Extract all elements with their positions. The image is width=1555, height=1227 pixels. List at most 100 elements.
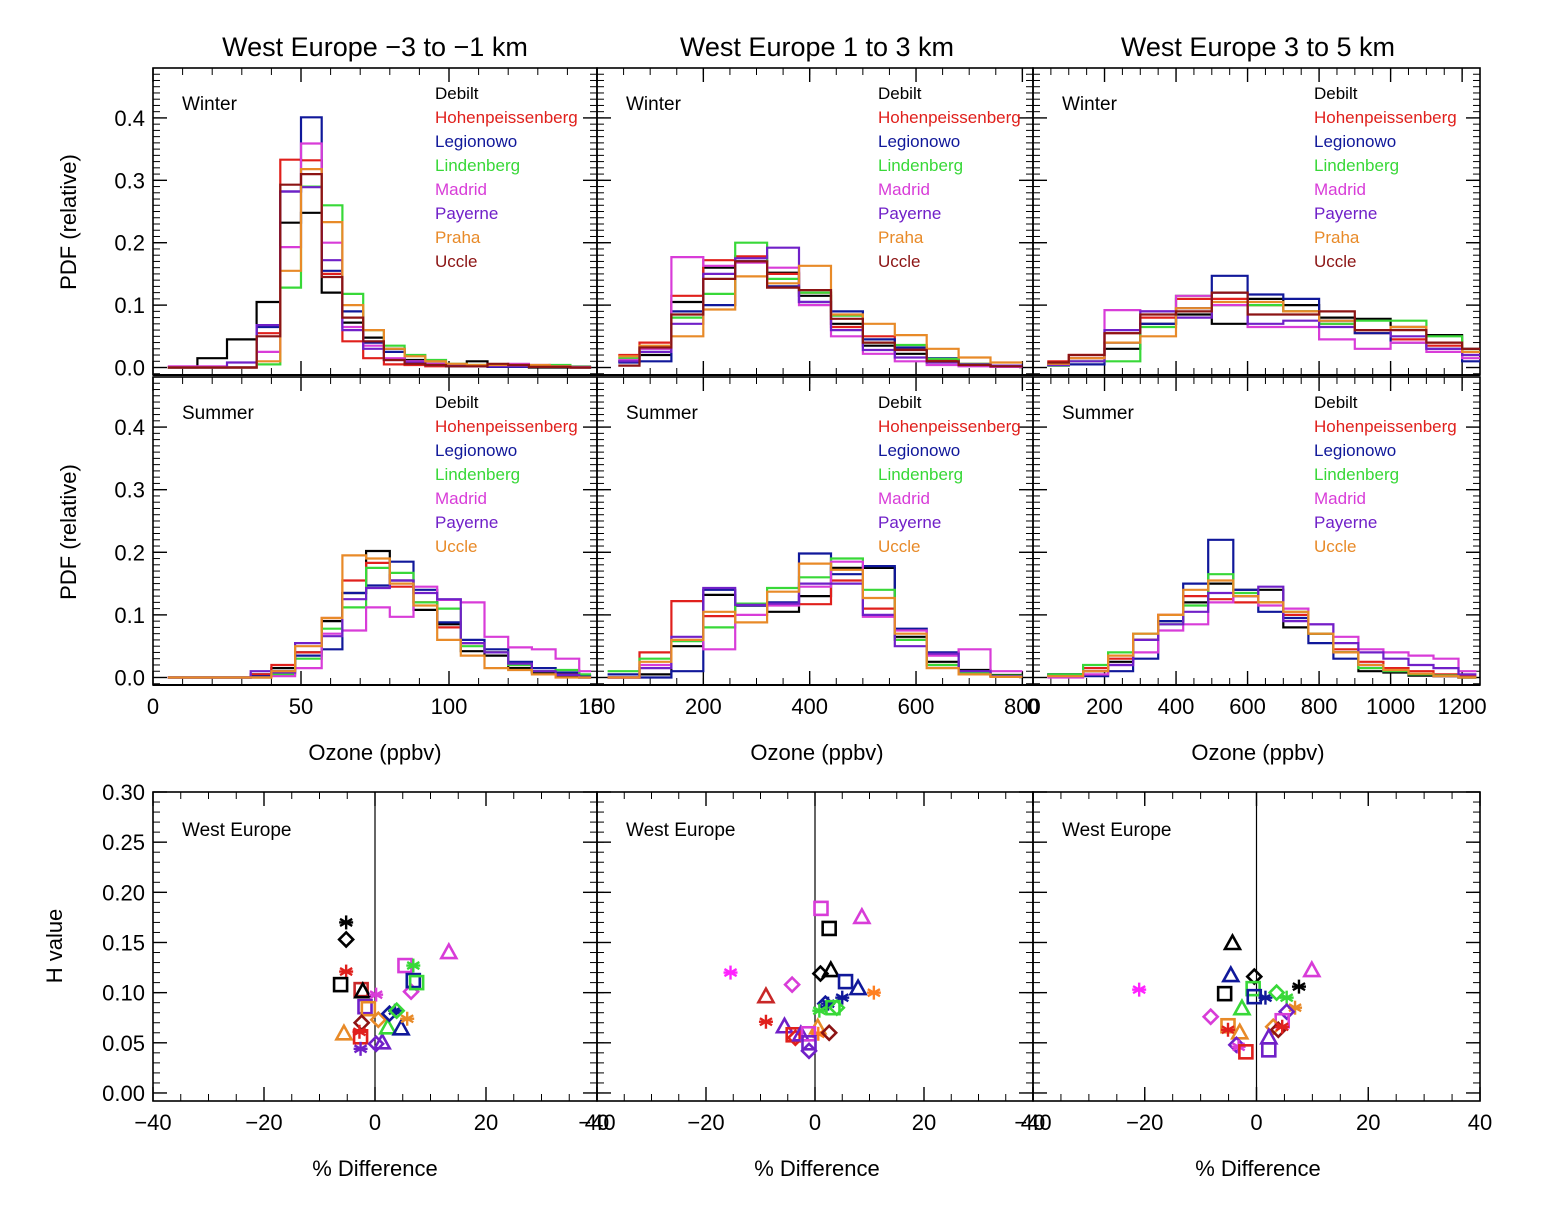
season-label: Winter [182, 94, 238, 115]
xtick-label: 0 [369, 1110, 381, 1135]
xtick-label: 800 [1301, 694, 1338, 719]
legend-entry: Legionowo [878, 132, 960, 151]
legend-entry: Lindenberg [878, 465, 963, 484]
legend-entry: Hohenpeissenberg [1314, 417, 1457, 436]
marker-triangle [439, 941, 459, 960]
marker-square [821, 920, 837, 937]
panel-scatter-col1: 0.00 0.05 0.10 0.15 0.20 0.25 0.30 −40 −20 0 20 40 W… [102, 780, 609, 1135]
legend-entry: Uccle [1314, 252, 1357, 271]
xtick-label: −20 [245, 1110, 282, 1135]
marker-asterisk [866, 985, 881, 1000]
xtick-label: 100 [431, 694, 468, 719]
legend-entry: Uccle [435, 537, 478, 556]
marker-square [408, 974, 425, 991]
legend-entry: Uccle [435, 252, 478, 271]
histogram-debilt [1047, 582, 1477, 679]
histogram-madrid [167, 142, 592, 369]
marker-diamond [783, 975, 801, 994]
ytick-label: 0.1 [114, 603, 145, 628]
histogram-debilt [167, 549, 592, 679]
xtick-label: 0 [809, 1110, 821, 1135]
xtick-label: 400 [791, 694, 828, 719]
xtick-label: 200 [1086, 694, 1123, 719]
marker-diamond [352, 1013, 371, 1032]
marker-triangle [821, 959, 841, 978]
marker-square [1216, 985, 1233, 1002]
column-title-1: West Europe −3 to −1 km [222, 32, 528, 62]
marker-diamond [1201, 1007, 1220, 1026]
histogram-hohenpeissenberg [167, 561, 592, 679]
histogram-payerne [618, 246, 1023, 367]
marker-diamond [1277, 1002, 1296, 1021]
pdf-xlabel-2: Ozone (ppbv) [750, 740, 883, 765]
legend-entry: Payerne [1314, 513, 1377, 532]
marker-triangle [334, 1023, 354, 1041]
ytick-label: 0.05 [102, 1031, 145, 1056]
marker-triangle [1232, 998, 1252, 1016]
legend-entry: Payerne [1314, 204, 1377, 223]
histogram-uccle [1047, 291, 1480, 364]
xtick-label: 0 [147, 694, 159, 719]
marker-square [801, 1035, 817, 1051]
legend-entry: Lindenberg [1314, 465, 1399, 484]
legend-entry: Legionowo [878, 441, 960, 460]
column-title-2: West Europe 1 to 3 km [680, 32, 954, 62]
legend-entry: Uccle [1314, 537, 1357, 556]
xtick-label: 1000 [1366, 694, 1415, 719]
xtick-label: −40 [578, 1110, 615, 1135]
marker-diamond [367, 1034, 385, 1053]
ytick-label: 0.20 [102, 880, 145, 905]
column-title-3: West Europe 3 to 5 km [1121, 32, 1395, 62]
legend-entry: Hohenpeissenberg [1314, 108, 1457, 127]
marker-asterisk [1258, 990, 1273, 1005]
legend-entry: Hohenpeissenberg [878, 417, 1021, 436]
xtick-label: 20 [912, 1110, 936, 1135]
marker-asterisk [1132, 982, 1147, 997]
season-label: Summer [626, 403, 698, 424]
marker-triangle [378, 1017, 398, 1035]
legend-entry: Madrid [435, 180, 487, 199]
ytick-label: 0.4 [114, 106, 145, 131]
legend-entry: Lindenberg [435, 465, 520, 484]
legend-entry: Uccle [878, 537, 921, 556]
histogram-legionowo [167, 560, 592, 679]
marker-asterisk [758, 1014, 773, 1029]
marker-triangle [852, 906, 872, 925]
xtick-label: 800 [1004, 694, 1041, 719]
marker-diamond [800, 1041, 818, 1060]
marker-asterisk [835, 990, 850, 1005]
marker-square [332, 976, 349, 993]
marker-square [1238, 1044, 1254, 1060]
panel-scatter-col3: −40 −20 0 20 40 West Europe [1014, 791, 1492, 1135]
marker-diamond [827, 998, 846, 1017]
xtick-label: 600 [898, 694, 935, 719]
ytick-label: 0.15 [102, 930, 145, 955]
marker-square [837, 973, 854, 990]
xtick-label: 50 [289, 694, 313, 719]
legend-entry: Debilt [878, 393, 922, 412]
ytick-label: 0.2 [114, 231, 145, 256]
histogram-payerne [1047, 291, 1480, 367]
panel-scatter-col2: −40 −20 0 20 40 West Europe [578, 791, 1045, 1135]
histogram-uccle [1047, 579, 1477, 679]
xtick-label: 0 [1250, 1110, 1262, 1135]
xtick-label: 40 [1021, 1110, 1045, 1135]
marker-square [800, 1025, 817, 1042]
panel-summer-col3: 0 200 400 600 800 1000 1200 Summer Debilt Hohenpe… [1027, 376, 1487, 719]
marker-asterisk [1275, 1019, 1290, 1034]
marker-diamond [337, 930, 355, 949]
legend-entry: Payerne [878, 204, 941, 223]
xtick-label: 0 [591, 694, 603, 719]
legend-entry: Payerne [435, 204, 498, 223]
legend-entry: Debilt [1314, 393, 1358, 412]
legend-entry: Uccle [878, 252, 921, 271]
legend-entry: Praha [878, 228, 924, 247]
ytick-label: 0.0 [114, 356, 145, 381]
legend-entry: Payerne [878, 513, 941, 532]
histogram-uccle [167, 554, 592, 679]
marker-square [360, 1000, 377, 1017]
panel-winter-col3: Winter Debilt Hohenpeissenberg Legionowo Lin… [1032, 67, 1481, 376]
marker-asterisk [369, 987, 384, 1002]
marker-square [1260, 1042, 1277, 1058]
histogram-praha [618, 264, 1023, 364]
